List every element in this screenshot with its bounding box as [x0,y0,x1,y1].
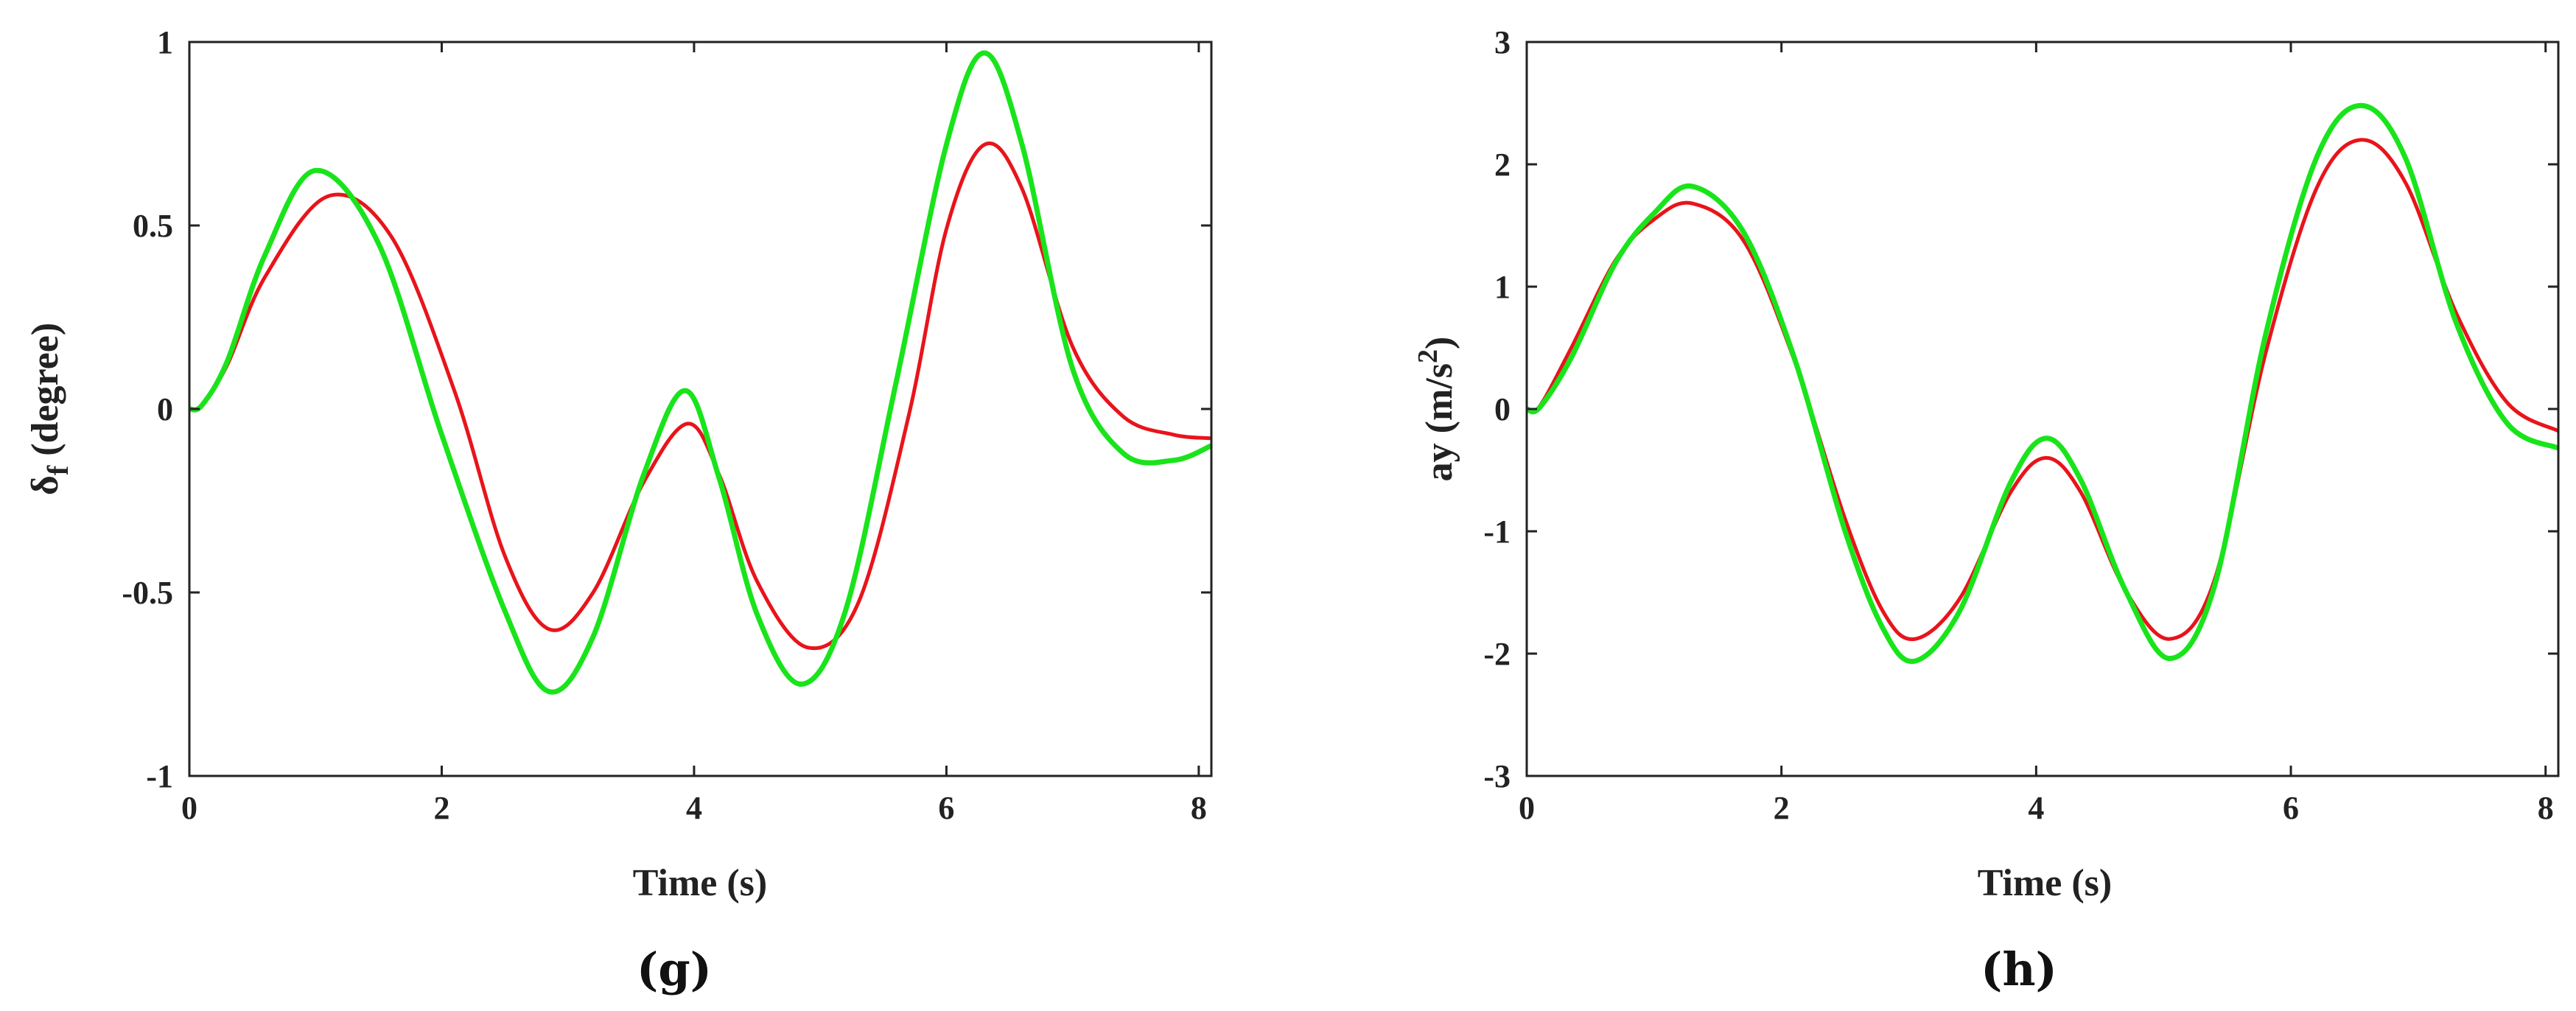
y-tick-label-h-0: -3 [1483,758,1511,794]
x-axis-label-g: Time (s) [633,862,767,904]
x-tick-label-h-4: 8 [2538,790,2554,826]
x-tick-label-g-3: 6 [938,790,954,826]
y-tick-label-h-2: -1 [1483,514,1511,550]
ticks-layer-g: 0 2 4 6 8 -1 -0.5 0 0.5 1 [122,24,1211,826]
y-tick-label-g-4: 1 [157,24,173,60]
series-line-g-red [189,141,1211,651]
y-axis-label-g-sub: f [41,465,74,475]
y-axis-label-g-main: δ [24,475,66,495]
ticks-layer-h: 0 2 4 6 8 -3 -2 -1 0 1 2 3 [1483,24,2558,826]
x-tick-label-h-2: 4 [2028,790,2044,826]
x-tick-label-g-0: 0 [181,790,197,826]
x-tick-label-g-4: 8 [1191,790,1207,826]
y-tick-label-g-0: -1 [146,758,173,794]
y-axis-label-h: ay (m/s2) [1413,337,1460,482]
y-axis-label-g-rest: (degree) [24,323,66,466]
y-tick-label-h-6: 3 [1494,24,1511,60]
y-axis-label-g: δf (degree) [24,323,74,495]
series-line-g-black [189,51,1211,694]
series-line-h-green [1527,102,2558,665]
y-axis-label-h-sup: 2 [1413,349,1443,363]
x-tick-label-g-1: 2 [433,790,449,826]
x-axis-label-h: Time (s) [1978,862,2112,904]
series-layer-g [189,50,1211,695]
y-tick-label-h-5: 2 [1494,147,1511,183]
y-axis-label-h-rest: ) [1418,337,1460,349]
x-tick-label-h-1: 2 [1774,790,1790,826]
chart-g: 0 2 4 6 8 -1 -0.5 0 0.5 1 Time (s) δf (degree) (g… [24,24,1213,996]
series-line-h-red [1527,138,2558,642]
panel-label-h: (h) [1981,942,2057,996]
x-tick-label-h-0: 0 [1519,790,1535,826]
y-axis-label-h-main: ay (m/s [1418,363,1460,481]
x-tick-label-g-2: 4 [686,790,702,826]
y-tick-label-g-1: -0.5 [122,575,173,611]
y-tick-label-g-2: 0 [157,391,173,427]
y-tick-label-h-4: 1 [1494,269,1511,305]
series-line-g-green [189,50,1211,695]
y-tick-label-g-3: 0.5 [133,208,173,244]
series-layer-h [1527,102,2558,665]
panel-label-g: (g) [637,942,712,996]
x-tick-label-h-3: 6 [2283,790,2299,826]
y-tick-label-h-3: 0 [1494,391,1511,427]
y-tick-label-h-1: -2 [1483,636,1511,672]
